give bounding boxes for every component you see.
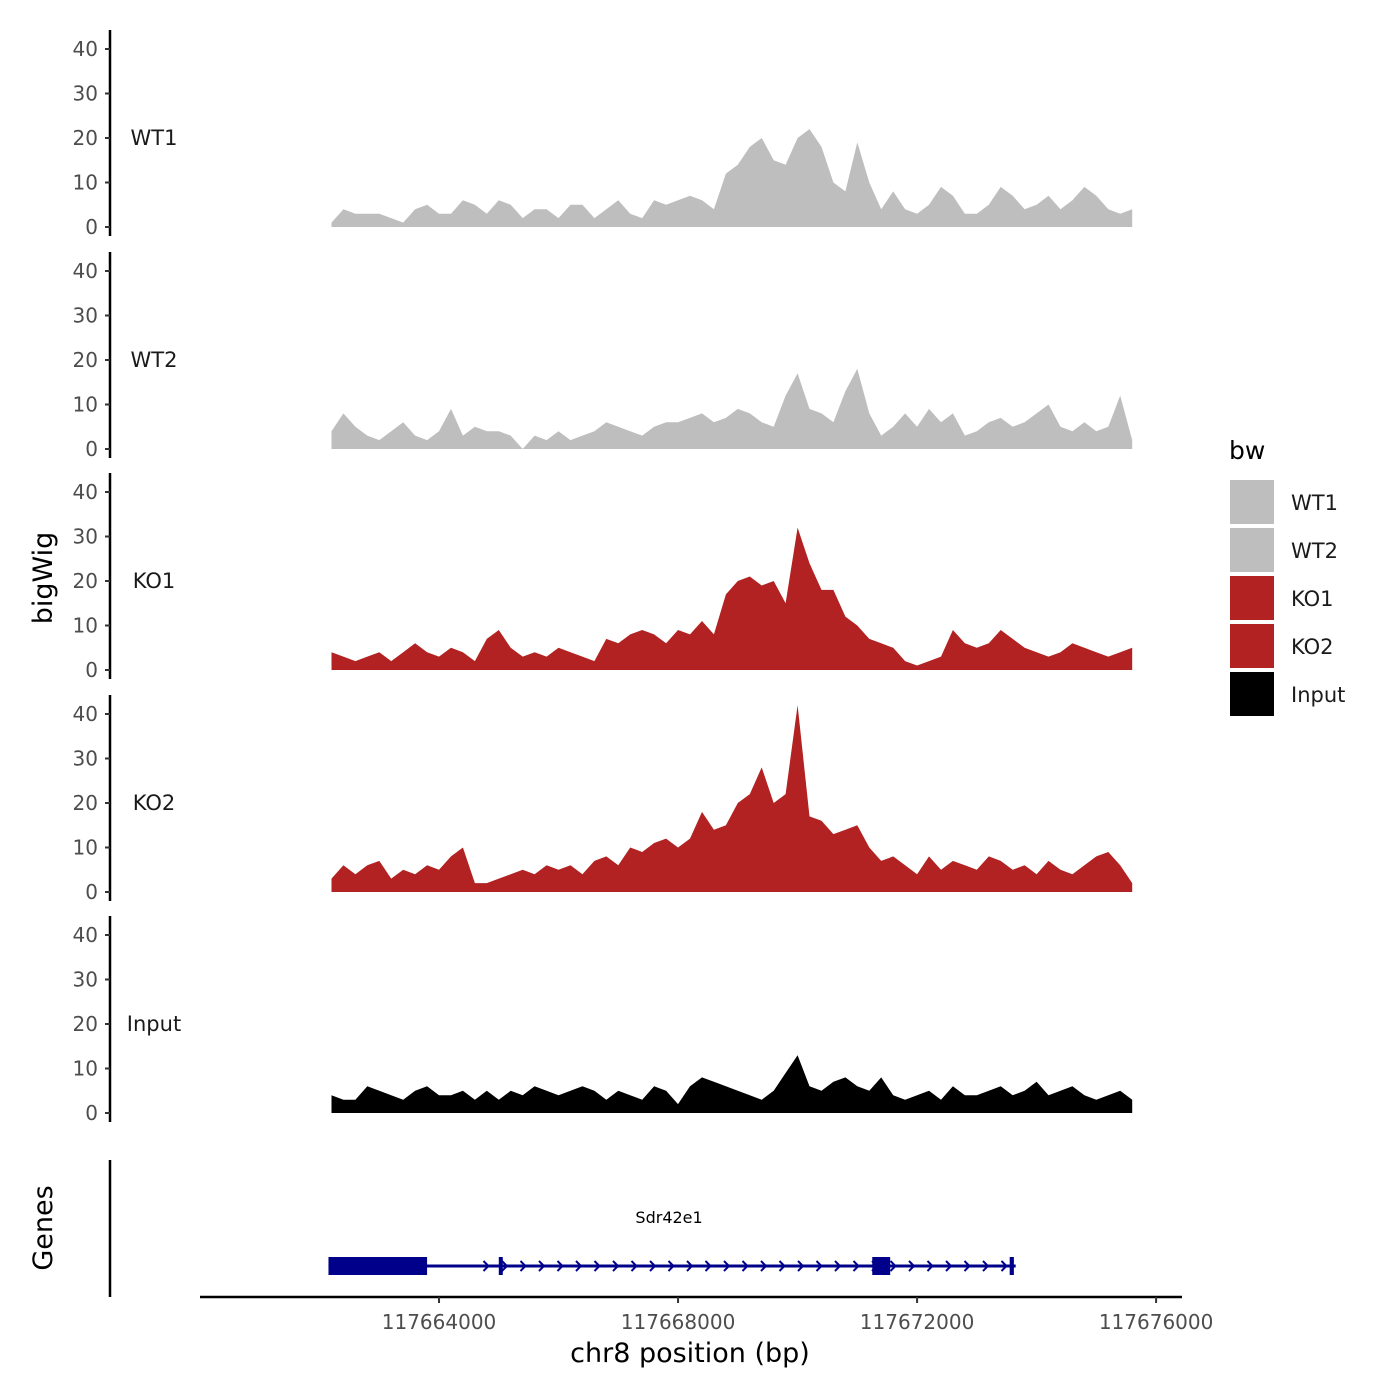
- track-ko1: 0 10 20 30 40 KO1: [73, 473, 1133, 682]
- strand-chevron: [519, 1260, 527, 1272]
- gene-name-label: Sdr42e1: [635, 1208, 702, 1227]
- gene-exon: [872, 1257, 891, 1275]
- strand-chevron: [889, 1260, 897, 1272]
- strand-chevron: [778, 1260, 786, 1272]
- legend-title: bw: [1229, 436, 1265, 465]
- x-tick-label: 117668000: [621, 1310, 736, 1334]
- legend-label-wt1: WT1: [1291, 491, 1338, 515]
- strand-chevron: [741, 1260, 749, 1272]
- x-axis: 117664000 117668000 117672000 117676000: [200, 1295, 1214, 1334]
- track-wt1: 0 10 20 30 40 WT1: [73, 30, 1133, 239]
- y-tick-label: 0: [85, 215, 98, 239]
- strand-chevron: [630, 1260, 638, 1272]
- y-tick-label: 10: [73, 393, 98, 417]
- area-input: [331, 1055, 1133, 1113]
- strand-chevron: [852, 1260, 860, 1272]
- strand-chevron: [760, 1260, 768, 1272]
- genes-panel: Sdr42e1: [108, 1160, 1016, 1297]
- area-ko1: [331, 527, 1133, 670]
- y-tick-label: 0: [85, 1101, 98, 1125]
- y-tick-label: 40: [73, 702, 98, 726]
- strand-chevron: [482, 1260, 490, 1272]
- strand-chevron: [575, 1260, 583, 1272]
- track-wt2: 0 10 20 30 40 WT2: [73, 252, 1133, 461]
- bigwig-tracks: 0 10 20 30 40 WT1 0 10 20 30 40 WT2 0 10 20 30 40 KO1 0 10 2…: [73, 30, 1133, 1125]
- strand-chevron: [1000, 1260, 1008, 1272]
- legend-key-input: [1230, 672, 1274, 716]
- strand-chevron: [908, 1260, 916, 1272]
- strand-chevron: [667, 1260, 675, 1272]
- x-tick-label: 117664000: [382, 1310, 497, 1334]
- strand-chevron: [945, 1260, 953, 1272]
- legend: bw WT1 WT2 KO1 KO2 Input: [1229, 436, 1345, 716]
- x-tick-label: 117676000: [1099, 1310, 1214, 1334]
- y-tick-label: 40: [73, 923, 98, 947]
- y-tick-label: 10: [73, 171, 98, 195]
- x-tick-label: 117672000: [860, 1310, 975, 1334]
- gene-exon: [498, 1257, 503, 1275]
- strand-chevron: [797, 1260, 805, 1272]
- y-tick-label: 40: [73, 259, 98, 283]
- strand-chevron: [963, 1260, 971, 1272]
- y-tick-label: 20: [73, 569, 98, 593]
- strand-chevron: [834, 1260, 842, 1272]
- strand-chevron: [723, 1260, 731, 1272]
- x-axis-title: chr8 position (bp): [570, 1338, 810, 1369]
- track-ko2: 0 10 20 30 40 KO2: [73, 695, 1133, 904]
- y-tick-label: 0: [85, 658, 98, 682]
- track-label-input: Input: [127, 1012, 181, 1036]
- legend-key-wt1: [1230, 480, 1274, 524]
- strand-chevron: [612, 1260, 620, 1272]
- y-tick-label: 30: [73, 747, 98, 771]
- strand-chevron: [982, 1260, 990, 1272]
- strand-chevron: [704, 1260, 712, 1272]
- y-tick-label: 30: [73, 525, 98, 549]
- y-axis-title-genes: Genes: [28, 1185, 59, 1270]
- legend-label-input: Input: [1291, 683, 1345, 707]
- y-tick-label: 20: [73, 791, 98, 815]
- legend-label-wt2: WT2: [1291, 539, 1338, 563]
- y-tick-label: 10: [73, 1057, 98, 1081]
- strand-chevron: [538, 1260, 546, 1272]
- legend-key-ko1: [1230, 576, 1274, 620]
- y-tick-label: 30: [73, 968, 98, 992]
- y-tick-label: 40: [73, 37, 98, 61]
- area-wt2: [331, 368, 1133, 449]
- strand-chevron: [649, 1260, 657, 1272]
- legend-label-ko1: KO1: [1291, 587, 1334, 611]
- y-tick-label: 20: [73, 1012, 98, 1036]
- y-tick-label: 20: [73, 126, 98, 150]
- y-tick-label: 0: [85, 880, 98, 904]
- gene-sdr42e1: Sdr42e1: [328, 1208, 1016, 1275]
- track-label-ko1: KO1: [133, 569, 176, 593]
- legend-key-wt2: [1230, 528, 1274, 572]
- y-tick-label: 10: [73, 614, 98, 638]
- legend-key-ko2: [1230, 624, 1274, 668]
- y-axis-title-bigwig: bigWig: [28, 532, 59, 625]
- legend-label-ko2: KO2: [1291, 635, 1334, 659]
- track-label-wt2: WT2: [131, 348, 178, 372]
- area-ko2: [331, 705, 1133, 892]
- y-tick-label: 30: [73, 304, 98, 328]
- strand-chevron: [501, 1260, 509, 1272]
- track-input: 0 10 20 30 40 Input: [73, 916, 1133, 1125]
- y-tick-label: 40: [73, 480, 98, 504]
- y-tick-label: 10: [73, 836, 98, 860]
- gene-exon: [1009, 1257, 1014, 1275]
- strand-chevron: [593, 1260, 601, 1272]
- y-tick-label: 0: [85, 437, 98, 461]
- strand-chevron: [926, 1260, 934, 1272]
- area-wt1: [331, 129, 1133, 227]
- track-label-ko2: KO2: [133, 791, 176, 815]
- strand-chevron: [686, 1260, 694, 1272]
- y-tick-label: 20: [73, 348, 98, 372]
- gene-exon: [328, 1257, 428, 1275]
- strand-chevron: [815, 1260, 823, 1272]
- track-label-wt1: WT1: [131, 126, 178, 150]
- y-tick-label: 30: [73, 82, 98, 106]
- strand-chevron: [556, 1260, 564, 1272]
